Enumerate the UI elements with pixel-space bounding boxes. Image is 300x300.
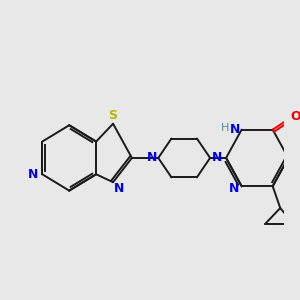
Text: S: S [109,109,118,122]
Text: N: N [212,152,222,164]
Text: N: N [113,182,124,195]
Text: H: H [220,123,229,133]
Text: N: N [230,123,240,136]
Text: N: N [28,168,38,181]
Text: N: N [146,152,157,164]
Text: O: O [290,110,300,123]
Text: N: N [229,182,239,195]
